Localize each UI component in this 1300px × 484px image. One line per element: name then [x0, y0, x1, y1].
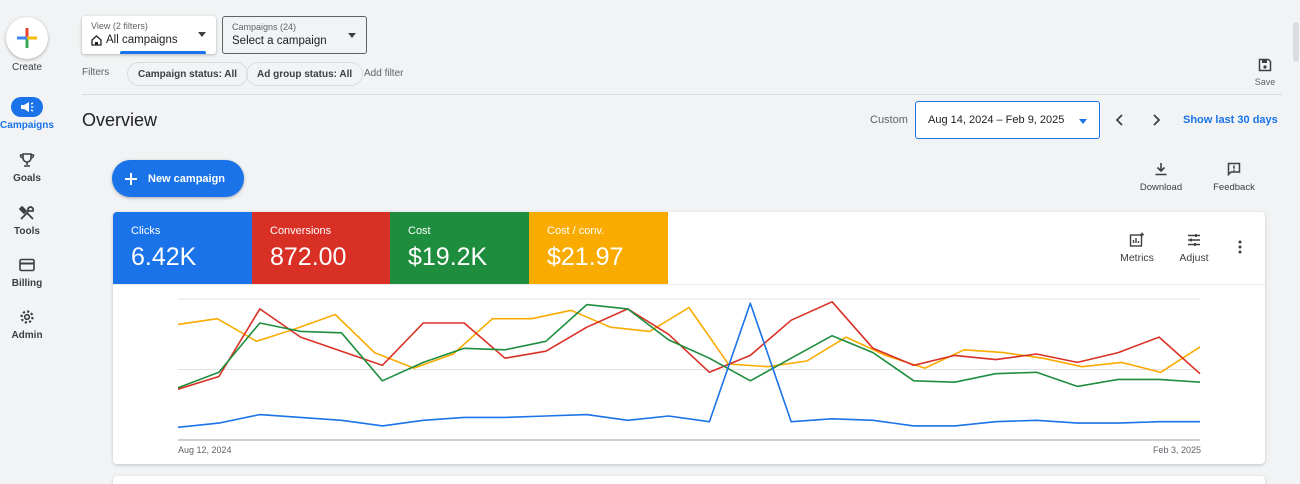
show-last-30-days-link[interactable]: Show last 30 days — [1183, 114, 1278, 126]
campaign-count: Campaigns (24) — [232, 22, 297, 32]
scorecard-label: Cost / conv. — [547, 225, 605, 237]
page-title: Overview — [82, 110, 158, 130]
download-button[interactable]: Download — [1139, 162, 1183, 193]
home-icon — [91, 34, 102, 46]
trophy-icon — [11, 150, 43, 170]
scorecard-label: Conversions — [270, 225, 332, 237]
billing-icon — [11, 255, 43, 275]
tune-icon — [1188, 234, 1200, 246]
filter-chip-ad-group-status[interactable]: Ad group status: All — [246, 62, 364, 86]
chevron-down-icon — [1079, 119, 1087, 124]
campaign-selector-label: Select a campaign — [232, 35, 327, 47]
filter-chip-campaign-status[interactable]: Campaign status: All — [127, 62, 249, 86]
chevron-down-icon — [198, 32, 206, 37]
scorecard-label: Clicks — [131, 225, 161, 237]
previous-period-button[interactable] — [1110, 110, 1130, 130]
chevron-left-icon — [1115, 114, 1123, 126]
adjust-label: Adjust — [1179, 252, 1209, 264]
scorecard-cost-per-conversion[interactable]: Cost / conv. $21.97 — [529, 212, 668, 284]
download-label: Download — [1139, 182, 1183, 193]
sidebar-item-goals[interactable]: Goals — [0, 150, 54, 184]
sidebar-item-tools[interactable]: Tools — [0, 203, 54, 237]
add-filter-button[interactable]: Add filter — [364, 68, 404, 79]
scorecard-cost[interactable]: Cost $19.2K — [390, 212, 529, 284]
create-button[interactable] — [6, 17, 48, 59]
scorecard-value: $19.2K — [408, 243, 488, 271]
date-range-type: Custom — [870, 114, 908, 126]
plus-icon — [17, 28, 37, 48]
scorecard-label: Cost — [408, 225, 431, 237]
series-line-3[interactable] — [177, 302, 1200, 429]
metrics-icon — [1129, 232, 1144, 247]
sidebar-item-billing[interactable]: Billing — [0, 255, 54, 289]
header-divider — [82, 94, 1282, 95]
tools-icon — [11, 203, 43, 223]
chevron-right-icon — [1153, 114, 1161, 126]
page-scrollbar[interactable] — [1292, 0, 1300, 484]
scorecard-value: 6.42K — [131, 243, 197, 271]
chevron-down-icon — [348, 33, 356, 38]
series-line-0[interactable] — [177, 306, 1201, 374]
x-axis-start-label: Aug 12, 2024 — [178, 445, 232, 455]
sidebar-item-label: Campaigns — [0, 120, 54, 131]
scorecard-value: 872.00 — [270, 243, 347, 271]
sidebar-item-label: Admin — [11, 330, 43, 341]
campaigns-icon — [11, 97, 43, 117]
new-campaign-button[interactable]: New campaign — [112, 160, 244, 197]
series-line-1[interactable] — [177, 300, 1201, 390]
x-axis-end-label: Feb 3, 2025 — [1152, 445, 1201, 455]
feedback-button[interactable]: Feedback — [1212, 162, 1256, 193]
view-selector-indicator — [120, 51, 206, 54]
view-filter-count: View (2 filters) — [91, 21, 148, 31]
scorecard-clicks[interactable]: Clicks 6.42K — [113, 212, 252, 284]
download-icon — [1155, 163, 1167, 176]
sidebar-item-campaigns[interactable]: Campaigns — [0, 97, 54, 131]
performance-card: Clicks 6.42K Conversions 872.00 Cost $19… — [113, 212, 1265, 464]
view-selector-label: All campaigns — [106, 34, 178, 46]
sidebar-item-label: Goals — [13, 173, 41, 184]
sidebar-item-admin[interactable]: Admin — [0, 307, 54, 341]
next-period-button[interactable] — [1146, 110, 1166, 130]
sidebar-item-label: Billing — [11, 278, 43, 289]
series-line-2[interactable] — [177, 303, 1201, 389]
campaign-selector[interactable]: Campaigns (24) Select a campaign — [222, 16, 367, 54]
view-selector-value: All campaigns — [91, 34, 178, 46]
gear-icon — [11, 307, 43, 327]
date-range-value: Aug 14, 2024 – Feb 9, 2025 — [928, 114, 1065, 126]
sidebar-item-label: Tools — [14, 226, 40, 237]
view-selector[interactable]: View (2 filters) All campaigns — [82, 16, 216, 54]
filters-label: Filters — [82, 67, 110, 78]
plus-icon — [125, 172, 137, 185]
save-label: Save — [1254, 77, 1276, 87]
save-button[interactable]: Save — [1248, 58, 1282, 87]
card-divider — [113, 284, 1265, 285]
scorecard-value: $21.97 — [547, 243, 624, 271]
feedback-icon — [1227, 162, 1241, 176]
feedback-label: Feedback — [1213, 182, 1255, 193]
adjust-button[interactable]: Adjust — [1172, 232, 1216, 264]
new-campaign-label: New campaign — [148, 172, 226, 185]
create-label: Create — [11, 62, 42, 73]
metrics-button[interactable]: Metrics — [1115, 232, 1159, 264]
save-icon — [1258, 58, 1272, 72]
performance-chart — [177, 298, 1201, 441]
metrics-label: Metrics — [1120, 252, 1154, 264]
more-vert-icon — [1238, 240, 1242, 254]
date-range-picker[interactable]: Aug 14, 2024 – Feb 9, 2025 — [915, 101, 1100, 139]
scorecard-conversions[interactable]: Conversions 872.00 — [252, 212, 391, 284]
more-options-button[interactable] — [1233, 240, 1247, 257]
navigation-rail: Create Campaigns Goals Tools Billing Adm… — [0, 0, 56, 484]
next-card — [113, 476, 1265, 484]
scrollbar-thumb[interactable] — [1293, 22, 1299, 62]
